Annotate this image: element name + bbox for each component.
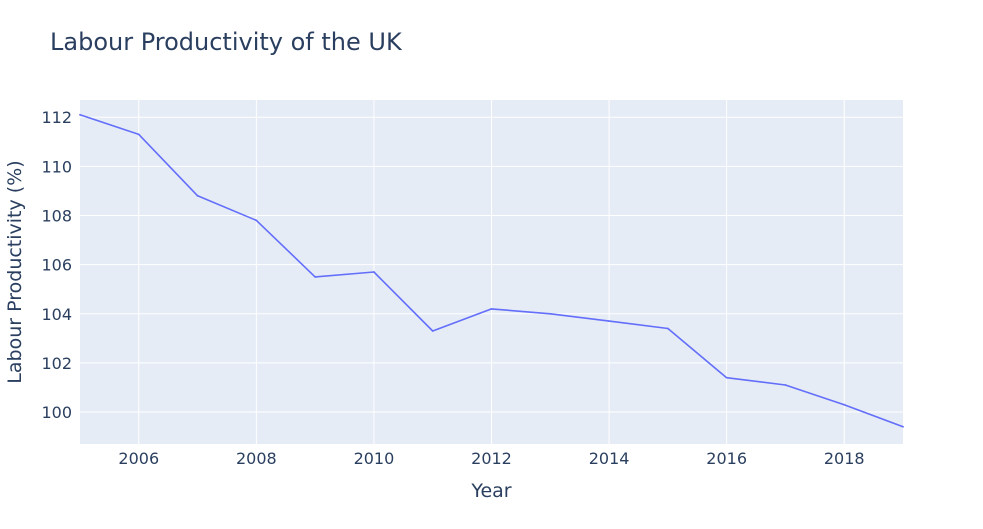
data-point [196, 194, 199, 197]
y-tick-label: 108 [41, 206, 72, 225]
y-tick-label: 102 [41, 354, 72, 373]
x-tick-label: 2018 [824, 449, 865, 468]
axis-ticks: 2006 2008 2010 2012 2014 2016 2018 100 102 104 106… [41, 108, 864, 468]
data-point [549, 312, 552, 315]
x-tick-label: 2014 [589, 449, 630, 468]
x-tick-label: 2016 [706, 449, 747, 468]
series-layer [79, 113, 904, 428]
data-point [431, 330, 434, 332]
y-tick-label: 110 [41, 157, 72, 176]
x-axis-label: Year [470, 480, 511, 502]
data-point [373, 271, 375, 273]
data-point [608, 320, 610, 323]
x-tick-label: 2006 [118, 449, 159, 468]
y-tick-label: 106 [41, 256, 72, 275]
data-point [843, 403, 846, 406]
data-point [725, 376, 728, 379]
chart-title: Labour Productivity of the UK [50, 28, 403, 56]
data-point [314, 276, 317, 278]
data-point [666, 327, 669, 330]
data-point [490, 307, 493, 310]
grid [80, 100, 903, 444]
data-point [902, 425, 904, 428]
x-tick-label: 2008 [236, 449, 277, 468]
data-point [784, 384, 787, 386]
y-axis-label: Labour Productivity (%) [4, 160, 26, 383]
y-tick-label: 112 [41, 108, 72, 127]
y-tick-label: 104 [41, 305, 72, 324]
y-tick-label: 100 [41, 403, 72, 422]
data-point [255, 219, 258, 222]
x-tick-label: 2010 [354, 449, 395, 468]
data-point [137, 133, 140, 136]
x-tick-label: 2012 [471, 449, 512, 468]
data-point [79, 113, 81, 116]
